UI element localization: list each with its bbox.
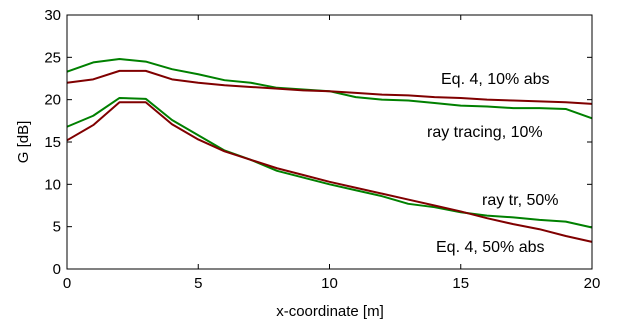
series-group (66, 58, 593, 243)
x-tick-label: 20 (584, 275, 601, 292)
series-line-4 (66, 101, 593, 243)
y-tick-label: 0 (53, 261, 61, 278)
annotation-eq4-50: Eq. 4, 50% abs (436, 239, 545, 256)
series-line-2 (66, 69, 593, 105)
x-tick-label: 10 (321, 275, 338, 292)
x-tick-label: 0 (63, 275, 71, 292)
plot-area (67, 15, 592, 269)
x-axis-label: x-coordinate [m] (276, 303, 384, 320)
x-tick-label: 15 (452, 275, 469, 292)
y-axis-label: G [dB] (15, 121, 32, 164)
y-tick-label: 30 (44, 7, 61, 24)
y-tick-label: 15 (44, 134, 61, 151)
annotation-raytracing-10: ray tracing, 10% (427, 124, 543, 141)
y-tick-label: 25 (44, 49, 61, 66)
y-tick-label: 20 (44, 92, 61, 109)
annotation-raytr-50: ray tr, 50% (482, 192, 558, 209)
tick-labels: 0 5 10 15 20 0 5 10 15 20 25 30 (44, 7, 600, 292)
plot-frame (66, 14, 593, 270)
annotation-eq4-10: Eq. 4, 10% abs (441, 71, 550, 88)
series-line-3 (66, 96, 593, 229)
x-tick-label: 5 (194, 275, 202, 292)
y-tick-label: 10 (44, 176, 61, 193)
y-tick-label: 5 (53, 219, 61, 236)
